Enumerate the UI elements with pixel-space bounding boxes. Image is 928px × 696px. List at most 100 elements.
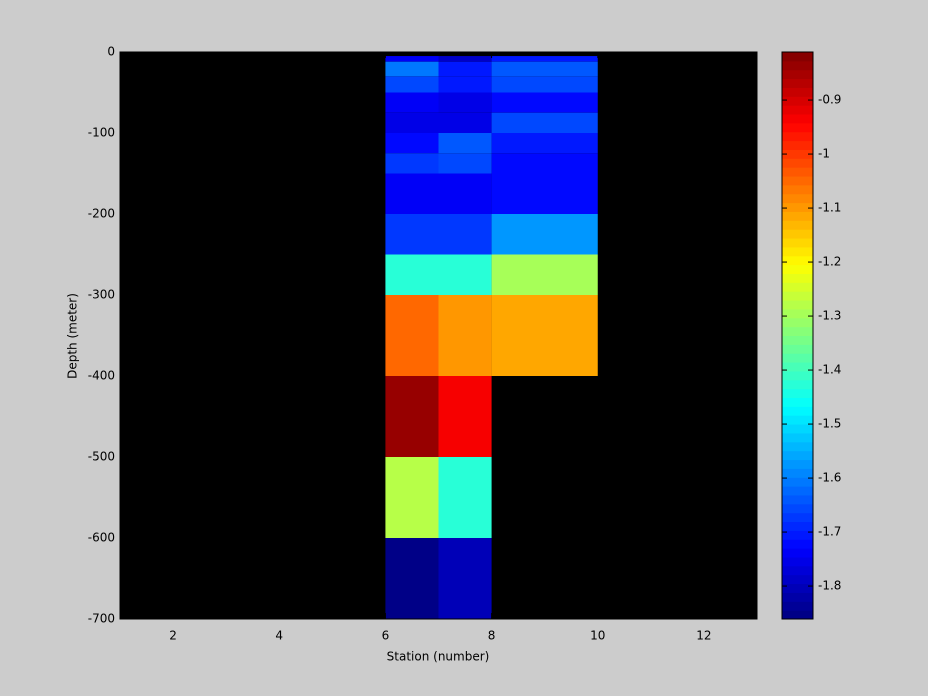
colorbar-swatch: [782, 220, 813, 230]
x-tick-label: 8: [488, 629, 496, 643]
colorbar-swatch: [782, 308, 813, 319]
heatmap-cell: [438, 376, 492, 457]
heatmap-cell: [385, 376, 439, 457]
y-tick-label: -100: [88, 126, 115, 140]
x-tick-label: 2: [169, 629, 177, 643]
colorbar-swatch: [782, 459, 813, 469]
heatmap-cell: [385, 295, 439, 376]
heatmap-cell: [491, 153, 598, 174]
colorbar-swatch: [782, 379, 813, 390]
heatmap-cell: [438, 153, 492, 174]
colorbar-frame: [781, 51, 814, 620]
heatmap-cell: [438, 457, 492, 538]
heatmap-cell: [438, 173, 492, 214]
colorbar-swatch: [782, 246, 813, 257]
colorbar-tick-label: -1.6: [818, 471, 841, 485]
heatmap-cell: [438, 112, 492, 133]
heatmap-cell: [491, 56, 598, 62]
colorbar-swatch: [782, 556, 813, 567]
colorbar-swatch: [782, 574, 813, 585]
colorbar-swatch: [782, 521, 813, 531]
colorbar-swatch: [782, 512, 813, 523]
colorbar-swatch: [782, 548, 813, 558]
colorbar-swatch: [782, 238, 813, 248]
heatmap-cell: [385, 254, 439, 295]
colorbar-swatch: [782, 388, 813, 399]
heatmap-cell: [491, 295, 598, 376]
colorbar-swatch: [782, 52, 813, 62]
y-tick-label: -500: [88, 450, 115, 464]
colorbar-swatch: [782, 494, 813, 505]
colorbar-swatch: [782, 291, 813, 301]
colorbar-swatch: [782, 158, 813, 168]
y-tick-label: -700: [88, 612, 115, 626]
colorbar-swatch: [782, 441, 813, 452]
colorbar-swatch: [782, 362, 813, 372]
colorbar-swatch: [782, 60, 813, 71]
colorbar-swatch: [782, 406, 813, 416]
colorbar-tick-label: -1.7: [818, 525, 841, 539]
colorbar-swatch: [782, 193, 813, 204]
x-axis-label: Station (number): [387, 650, 490, 664]
colorbar-swatch: [782, 335, 813, 345]
colorbar-swatch: [782, 69, 813, 80]
colorbar-swatch: [782, 477, 813, 487]
heatmap-cell: [385, 92, 439, 113]
heatmap-cell: [438, 92, 492, 113]
colorbar-swatch: [782, 131, 813, 142]
x-tick-label: 4: [275, 629, 283, 643]
heatmap-cell: [438, 76, 492, 93]
heatmap-cell: [491, 61, 598, 77]
y-tick-label: -200: [88, 207, 115, 221]
colorbar-swatch: [782, 432, 813, 443]
colorbar-swatch: [782, 601, 813, 611]
colorbar-swatch: [782, 424, 813, 434]
heatmap-cell: [491, 254, 598, 295]
heatmap-cell: [385, 214, 439, 255]
colorbar-tick-label: -1.4: [818, 363, 841, 377]
heatmap-cell: [438, 254, 492, 295]
heatmap-cell: [491, 173, 598, 214]
colorbar-swatch: [782, 184, 813, 195]
colorbar-swatch: [782, 300, 813, 310]
x-tick-label: 12: [696, 629, 711, 643]
colorbar-swatch: [782, 140, 813, 150]
colorbar-swatch: [782, 229, 813, 239]
heatmap-cell: [438, 61, 492, 77]
colorbar-swatch: [782, 503, 813, 514]
heatmap-cell: [491, 112, 598, 133]
colorbar-swatch: [782, 273, 813, 283]
colorbar-swatch: [782, 530, 813, 540]
colorbar-swatch: [782, 211, 813, 221]
colorbar-swatch: [782, 326, 813, 336]
colorbar-swatch: [782, 78, 813, 88]
colorbar-swatch: [782, 415, 813, 425]
y-tick-label: -400: [88, 369, 115, 383]
y-axis-label: Depth (meter): [66, 293, 80, 379]
colorbar-swatch: [782, 486, 813, 496]
colorbar-swatch: [782, 149, 813, 159]
x-tick-label: 6: [382, 629, 390, 643]
heatmap-cell: [491, 76, 598, 93]
y-tick-label: -600: [88, 531, 115, 545]
colorbar-swatch: [782, 282, 813, 292]
heatmap-cell: [385, 173, 439, 214]
heatmap-cell: [385, 61, 439, 77]
colorbar-swatch: [782, 114, 813, 124]
axes-frame: [119, 51, 758, 620]
heatmap-cell: [491, 133, 598, 154]
colorbar-tick-label: -1.1: [818, 201, 841, 215]
heatmap-cell: [438, 133, 492, 154]
colorbar-swatch: [782, 344, 813, 354]
heatmap-cell: [438, 295, 492, 376]
colorbar-swatch: [782, 539, 813, 549]
colorbar-swatch: [782, 96, 813, 106]
heatmap-cell: [385, 457, 439, 538]
colorbar-swatch: [782, 317, 813, 328]
colorbar-tick-label: -1.8: [818, 579, 841, 593]
colorbar-tick-label: -1.2: [818, 255, 841, 269]
colorbar-tick-label: -1.5: [818, 417, 841, 431]
colorbar-swatch: [782, 202, 813, 212]
heatmap-cell: [385, 153, 439, 174]
